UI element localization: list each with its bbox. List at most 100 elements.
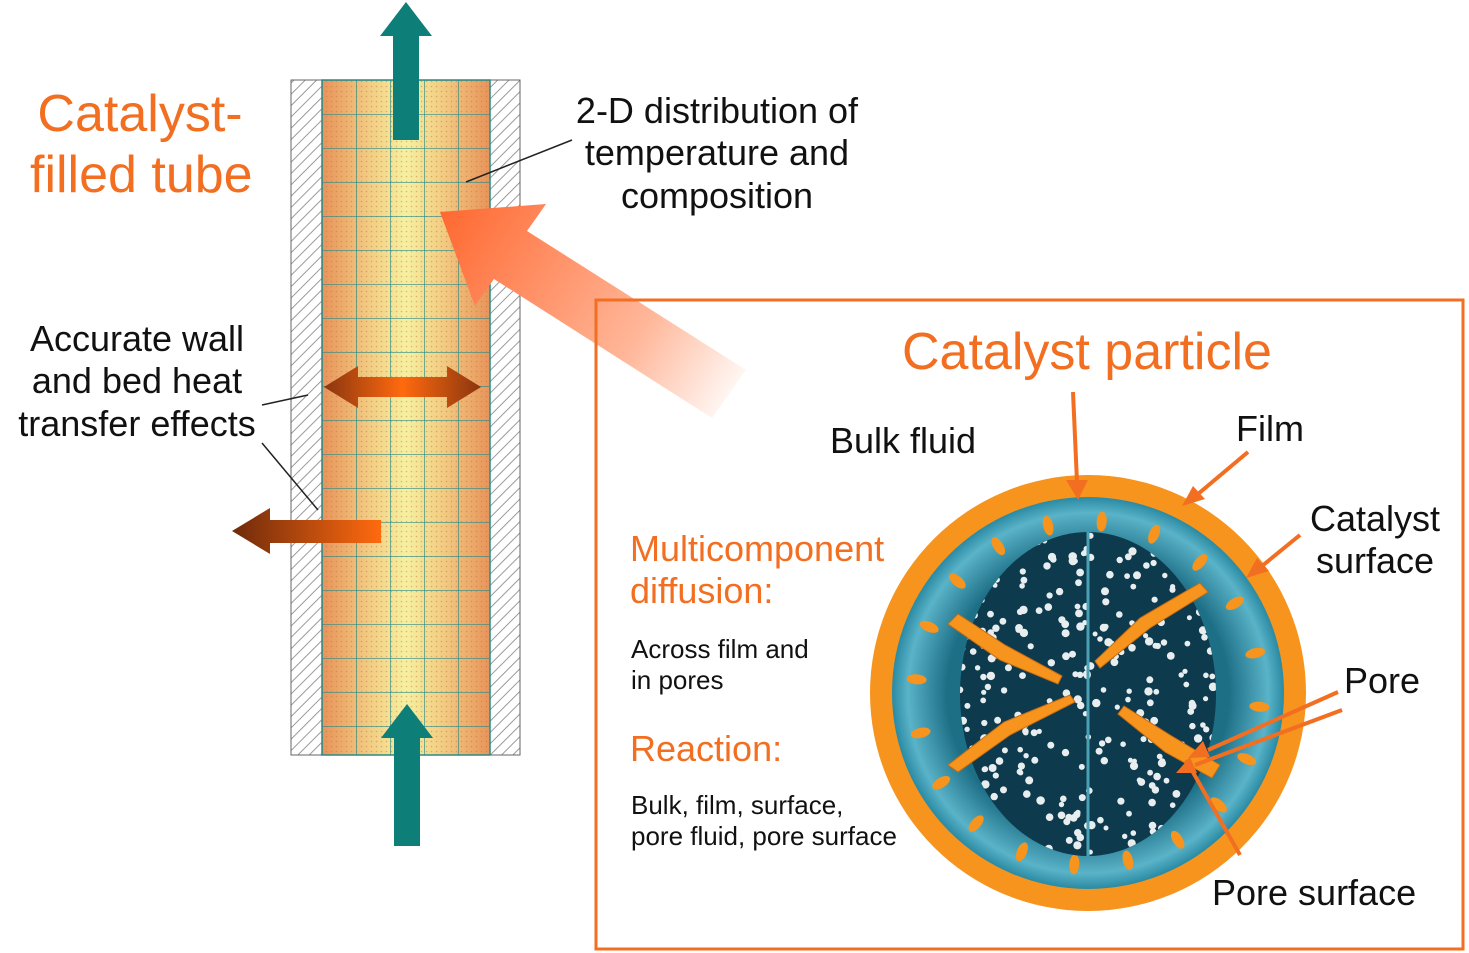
- wall-line-3: transfer effects: [18, 402, 256, 444]
- film-pointer: [1196, 450, 1250, 496]
- surface-line-1: Catalyst: [1309, 498, 1441, 539]
- surface-pointer: [1260, 533, 1302, 568]
- core-dot: [981, 689, 987, 695]
- core-dot: [1200, 722, 1206, 728]
- core-dot: [1124, 553, 1132, 561]
- pore-pointer: [1207, 690, 1339, 752]
- core-dot: [1019, 628, 1029, 638]
- heat-loss-arrow-icon: [232, 508, 381, 554]
- shell-spots: [906, 511, 1270, 875]
- shell-spot: [1042, 515, 1054, 536]
- core-dot: [1045, 813, 1054, 821]
- core-dot: [986, 671, 996, 681]
- surface-pointer-head-icon: [1246, 558, 1269, 578]
- core-dot: [1126, 810, 1132, 817]
- pore-pointer-head-icon: [1188, 741, 1210, 758]
- pore-surface-pointer: [1194, 708, 1343, 767]
- core-dot: [1146, 676, 1154, 684]
- core-dot: [992, 624, 1000, 632]
- shell-spot: [1192, 554, 1208, 571]
- core-dot: [1036, 796, 1045, 805]
- core-dot: [1019, 672, 1026, 679]
- core-dot: [1082, 620, 1088, 626]
- diffusion-text-line-1: Across film and: [631, 634, 809, 664]
- core-dot: [1017, 762, 1025, 770]
- core-dot: [964, 702, 971, 709]
- core-dot: [1058, 801, 1065, 808]
- core-dot: [1137, 778, 1146, 786]
- core-dot: [1080, 550, 1087, 557]
- core-dot: [974, 665, 981, 671]
- core-dot: [1078, 763, 1085, 770]
- core-dot: [1074, 829, 1082, 837]
- core-dot: [1166, 652, 1175, 660]
- wall-leader-line-2: [261, 442, 319, 511]
- pore-surface-label: Pore surface: [1212, 872, 1417, 913]
- core-dot: [1153, 772, 1161, 781]
- core-dot: [1036, 728, 1042, 735]
- core-dot: [1151, 596, 1158, 603]
- catalyst-particle: [870, 475, 1306, 911]
- core-dot: [964, 726, 970, 732]
- core-dot: [1050, 556, 1057, 563]
- core-dot: [1128, 547, 1137, 556]
- diffusion-heading-line-2: diffusion:: [630, 570, 774, 612]
- core-dot: [1055, 587, 1064, 596]
- core-dot: [981, 719, 988, 727]
- core-dot: [1127, 757, 1133, 763]
- core-dot: [1189, 722, 1196, 730]
- core-dot: [1186, 615, 1192, 621]
- core-dot: [1169, 802, 1176, 808]
- core-dot: [1062, 689, 1071, 697]
- core-dot: [1075, 809, 1081, 816]
- tube-wall-right: [489, 79, 521, 756]
- core-dot: [1117, 797, 1125, 805]
- core-dot: [1169, 586, 1176, 593]
- shell-spot: [1245, 647, 1266, 659]
- core-dot: [1184, 640, 1191, 647]
- film-pointer-head-icon: [1182, 486, 1205, 506]
- tube-title-line-1: Catalyst-: [37, 85, 243, 143]
- core-dot: [1100, 687, 1107, 693]
- core-dot: [1076, 622, 1085, 631]
- bulk-fluid-pointer-head-icon: [1066, 480, 1088, 500]
- shell-spot: [1225, 596, 1244, 611]
- core-dot: [1019, 568, 1026, 575]
- diffusion-text-line-2: in pores: [631, 664, 724, 695]
- core-dot: [1077, 701, 1085, 710]
- core-dot: [1116, 556, 1123, 564]
- core-dot: [1035, 607, 1043, 614]
- core-dot: [1150, 716, 1159, 725]
- core-dot: [1065, 813, 1073, 822]
- core-dot: [1019, 583, 1025, 589]
- core-dot: [1153, 688, 1160, 695]
- core-dot: [1073, 695, 1082, 704]
- core-dot: [1017, 746, 1023, 753]
- core-dot: [992, 772, 999, 779]
- diffusion-heading: Multicomponent diffusion:: [630, 528, 884, 613]
- core-dot: [1058, 616, 1066, 624]
- core-dot: [1062, 652, 1070, 661]
- core-dot: [1061, 629, 1070, 638]
- shell-spot: [910, 727, 931, 739]
- core-dot: [1209, 673, 1216, 680]
- core-dot: [1203, 696, 1209, 702]
- core-dot: [1069, 650, 1076, 658]
- core-dot: [1201, 634, 1208, 641]
- core-dot: [1124, 573, 1130, 579]
- core-dot: [1163, 777, 1170, 784]
- shell-spot: [1249, 701, 1270, 712]
- core-dot: [1122, 833, 1128, 839]
- wall-leader-line-1: [261, 394, 309, 406]
- distribution-leader-line: [465, 139, 573, 183]
- distribution-label: 2-D distribution of temperature and comp…: [567, 90, 867, 217]
- core-dot: [984, 683, 992, 691]
- core-dot: [995, 757, 1004, 765]
- core-dot: [1047, 659, 1056, 667]
- particle-pointers: [1066, 391, 1343, 856]
- core-dot: [1098, 740, 1106, 747]
- reaction-text-line-2: pore fluid, pore surface: [631, 820, 897, 851]
- core-dot: [1073, 841, 1082, 850]
- shell-spot: [1148, 524, 1161, 544]
- core-dot: [1057, 811, 1066, 820]
